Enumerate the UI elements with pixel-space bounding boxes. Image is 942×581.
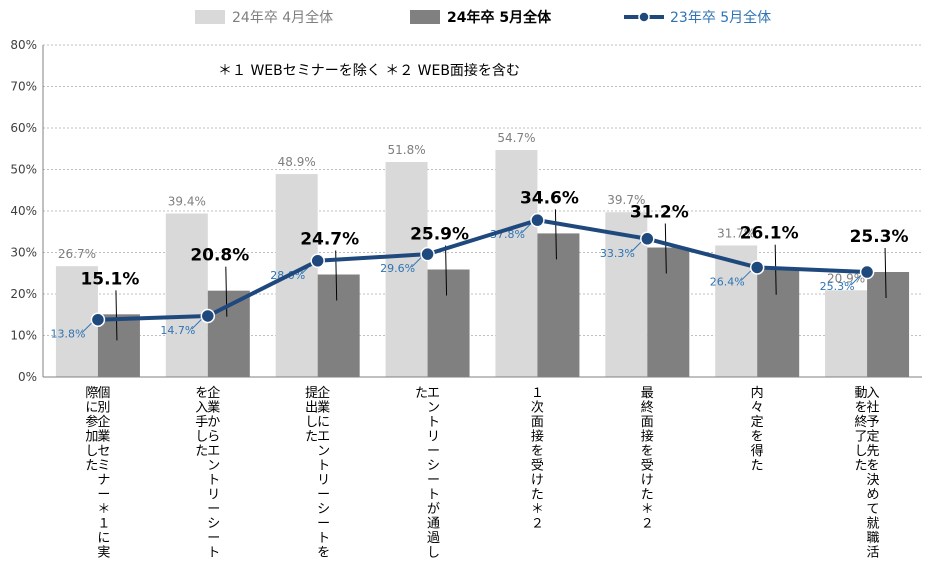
category-label-column: た xyxy=(415,386,428,401)
data-label-24-april: 54.7% xyxy=(497,131,535,145)
data-label-23-may: 25.3% xyxy=(820,280,855,293)
y-tick-label: 80% xyxy=(10,38,37,52)
legend-label-24-may: 24年卒 5月全体 xyxy=(447,9,552,26)
marker-23-may xyxy=(749,260,765,275)
data-label-23-may: 29.6% xyxy=(380,262,415,275)
leader-line-23-may xyxy=(191,318,203,330)
bar-24-may xyxy=(867,272,910,377)
data-label-23-may: 13.8% xyxy=(50,328,85,341)
leader-line-24-may xyxy=(554,209,557,260)
leader-line-23-may xyxy=(850,274,862,286)
data-label-24-may: 25.9% xyxy=(410,225,469,245)
bar-24-may xyxy=(537,233,580,377)
leader-line-23-may xyxy=(740,270,752,281)
data-label-24-may: 34.6% xyxy=(520,188,579,208)
y-tick-label: 0% xyxy=(18,370,37,384)
data-label-24-april: 20.9% xyxy=(827,271,865,285)
leader-line-24-may xyxy=(115,290,118,341)
category-label-column: １次面接を受けた＊２ xyxy=(531,386,544,532)
data-label-24-april: 39.4% xyxy=(168,194,206,208)
marker-23-may xyxy=(530,212,545,228)
bar-24-april xyxy=(275,174,318,377)
bar-24-may xyxy=(317,274,360,377)
data-label-24-may: 24.7% xyxy=(300,229,359,249)
line-series xyxy=(90,212,875,327)
category-label: 最終面接を受けた＊２ xyxy=(641,386,654,532)
y-axis: 0% 10% 20% 30% 40% 50% 60% 70% 80% xyxy=(10,38,44,384)
marker-23-may xyxy=(90,312,106,327)
bar-24-may xyxy=(427,269,470,377)
series-line-23-may xyxy=(97,218,868,322)
data-label-23-may: 33.3% xyxy=(600,247,635,260)
y-tick-label: 10% xyxy=(10,329,37,343)
data-label-24-april: 31.7% xyxy=(717,226,755,240)
category-label-column: 個別企業セミナー＊１に実 xyxy=(97,386,110,561)
category-label-column: 企業にエントリーシートを xyxy=(317,385,330,561)
category-label: １次面接を受けた＊２ xyxy=(531,386,544,532)
bar-24-april xyxy=(165,213,208,377)
y-tick-label: 50% xyxy=(10,163,37,177)
bar-24-april xyxy=(495,149,538,377)
data-labels: 26.7% 39.4% 48.9% 51.8% 54.7% 39.7% 31.7% 20.9%… xyxy=(50,131,908,341)
bars xyxy=(55,149,910,377)
leader-line-23-may xyxy=(81,322,93,334)
leader-line-24-may xyxy=(445,245,448,296)
legend-swatch-24-may xyxy=(410,10,440,24)
data-label-24-april: 48.9% xyxy=(278,155,316,169)
data-label-24-may: 31.2% xyxy=(630,203,689,223)
bar-24-may xyxy=(757,268,800,377)
y-tick-label: 20% xyxy=(10,287,37,301)
data-label-24-april: 26.7% xyxy=(58,247,96,261)
y-tick-label: 40% xyxy=(10,204,37,218)
category-label-column: 最終面接を受けた＊２ xyxy=(641,386,654,532)
leader-line-23-may xyxy=(630,241,642,253)
bar-24-april xyxy=(385,162,428,377)
legend-marker-23-may xyxy=(638,11,650,23)
legend-swatch-24-april xyxy=(195,10,225,24)
data-label-24-may: 15.1% xyxy=(80,269,139,289)
bar-24-may xyxy=(97,314,140,377)
data-label-23-may: 14.7% xyxy=(160,324,195,337)
leader-line-24-may xyxy=(884,247,887,299)
annotation-note: ＊１ WEBセミナーを除く ＊２ WEB面接を含む xyxy=(218,62,520,79)
data-label-23-may: 26.4% xyxy=(710,275,745,288)
legend: 24年卒 4月全体 24年卒 5月全体 23年卒 5月全体 xyxy=(195,9,771,26)
leader-line-24-may xyxy=(664,223,667,274)
category-label-column: 動を終了した xyxy=(855,386,868,474)
legend-label-24-april: 24年卒 4月全体 xyxy=(232,9,333,26)
data-label-24-may: 20.8% xyxy=(190,246,249,266)
marker-23-may xyxy=(859,264,875,280)
bar-24-april xyxy=(825,290,868,377)
data-label-24-april: 51.8% xyxy=(388,143,426,157)
category-label-column: を入手した xyxy=(195,386,208,459)
category-label-column: 提出した xyxy=(305,385,318,445)
y-tick-label: 60% xyxy=(10,121,37,135)
bar-24-may xyxy=(647,247,690,377)
category-label: 内々定を得た xyxy=(751,385,764,474)
category-label-column: 際に参加した xyxy=(85,386,98,474)
y-tick-label: 30% xyxy=(10,246,37,260)
data-label-24-may: 26.1% xyxy=(740,224,799,244)
marker-23-may xyxy=(200,308,216,324)
data-label-24-may: 25.3% xyxy=(850,227,909,247)
category-label-column: 入社予定先を決めて就職活 xyxy=(867,386,880,561)
leader-line-23-may xyxy=(521,222,532,234)
marker-23-may xyxy=(640,231,655,247)
data-label-24-april: 39.7% xyxy=(607,193,645,207)
legend-label-23-may: 23年卒 5月全体 xyxy=(670,9,771,26)
category-label-column: エントリーシートが通過し xyxy=(427,386,440,561)
leader-line-23-may xyxy=(411,256,422,268)
marker-23-may xyxy=(310,253,325,269)
y-tick-label: 70% xyxy=(10,80,37,94)
marker-23-may xyxy=(420,246,435,262)
category-label-column: 内々定を得た xyxy=(751,385,764,474)
category-label-column: 企業からエントリーシート xyxy=(207,385,220,561)
